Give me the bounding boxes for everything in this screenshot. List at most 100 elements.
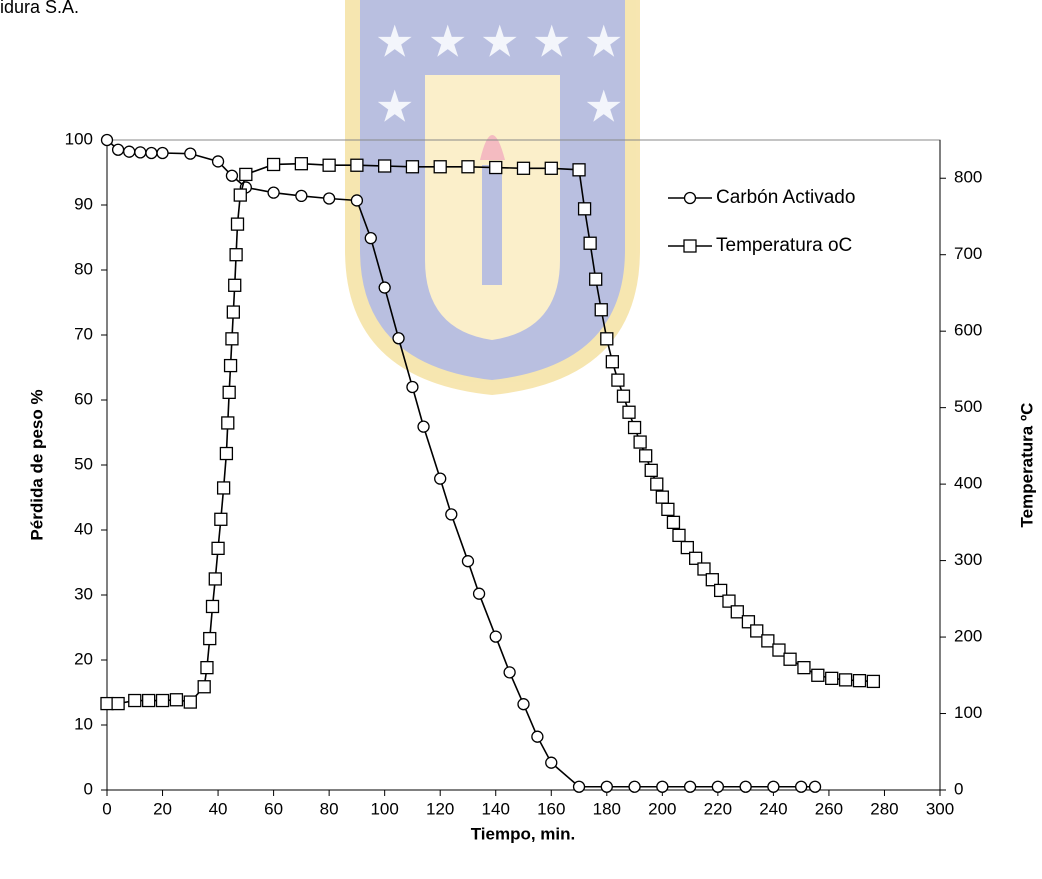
data-point bbox=[808, 780, 822, 793]
data-point bbox=[544, 161, 558, 175]
x-tick-label: 260 bbox=[815, 799, 843, 818]
data-point bbox=[433, 160, 447, 174]
data-point bbox=[406, 380, 419, 394]
data-point bbox=[666, 515, 681, 530]
x-tick-label: 0 bbox=[102, 799, 111, 818]
data-point bbox=[489, 160, 503, 175]
data-point bbox=[156, 146, 169, 160]
data-point bbox=[739, 780, 752, 793]
data-point bbox=[628, 780, 641, 793]
data-point bbox=[100, 133, 114, 147]
x-tick-label: 100 bbox=[370, 799, 398, 818]
data-point bbox=[434, 472, 447, 485]
x-tick-label: 280 bbox=[870, 799, 898, 818]
data-point bbox=[200, 660, 214, 675]
y-tick-label: 100 bbox=[65, 129, 93, 148]
x-tick-label: 20 bbox=[153, 799, 172, 818]
data-point bbox=[516, 161, 531, 175]
data-point bbox=[205, 599, 220, 614]
legend-label: Carbón Activado bbox=[716, 187, 855, 208]
data-point bbox=[605, 355, 620, 369]
x-tick-label: 60 bbox=[264, 799, 283, 818]
data-point bbox=[221, 416, 235, 430]
data-point bbox=[697, 562, 711, 576]
data-point bbox=[661, 502, 675, 517]
data-point bbox=[639, 449, 653, 463]
data-point bbox=[594, 303, 608, 317]
data-point bbox=[405, 160, 420, 174]
y2-tick-label: 0 bbox=[954, 779, 963, 798]
data-point bbox=[797, 660, 811, 675]
data-point bbox=[461, 160, 475, 174]
x-tick-label: 40 bbox=[209, 799, 228, 818]
legend-label: Temperatura oC bbox=[716, 235, 852, 256]
y-tick-label: 40 bbox=[74, 519, 93, 538]
y2-axis-label: Temperatura ºC bbox=[1017, 403, 1036, 528]
data-point bbox=[322, 158, 336, 172]
data-point bbox=[600, 780, 613, 793]
x-tick-label: 140 bbox=[482, 799, 510, 818]
data-point bbox=[228, 278, 242, 292]
y2-tick-label: 500 bbox=[954, 397, 982, 416]
data-point bbox=[622, 405, 636, 419]
data-point bbox=[627, 420, 642, 435]
data-point bbox=[680, 540, 694, 555]
data-point bbox=[589, 272, 603, 286]
y-tick-label: 0 bbox=[84, 779, 93, 798]
data-point bbox=[294, 157, 309, 171]
data-point bbox=[838, 673, 853, 687]
data-point bbox=[531, 730, 544, 743]
x-tick-label: 220 bbox=[704, 799, 732, 818]
y2-tick-label: 600 bbox=[954, 321, 982, 340]
x-tick-label: 120 bbox=[426, 799, 454, 818]
data-point bbox=[219, 446, 234, 461]
data-point bbox=[364, 231, 377, 245]
data-point bbox=[713, 583, 728, 598]
data-point bbox=[184, 147, 197, 160]
data-point bbox=[722, 594, 736, 608]
svg-text:★: ★ bbox=[480, 18, 519, 67]
data-point bbox=[123, 145, 136, 158]
svg-text:★: ★ bbox=[428, 18, 467, 67]
data-point bbox=[583, 236, 597, 250]
svg-text:★: ★ bbox=[532, 18, 571, 67]
data-point bbox=[852, 673, 867, 688]
data-point bbox=[866, 674, 881, 689]
y2-tick-label: 200 bbox=[954, 627, 982, 646]
data-point bbox=[472, 587, 486, 600]
x-tick-label: 240 bbox=[759, 799, 787, 818]
y-tick-label: 50 bbox=[74, 454, 93, 473]
data-point bbox=[100, 696, 114, 711]
data-point bbox=[203, 631, 217, 646]
x-tick-label: 160 bbox=[537, 799, 565, 818]
data-point bbox=[350, 194, 364, 207]
data-point bbox=[183, 695, 197, 709]
y-tick-label: 70 bbox=[74, 324, 93, 343]
data-point bbox=[378, 281, 391, 294]
data-point bbox=[229, 248, 243, 262]
data-point bbox=[295, 189, 308, 203]
svg-text:★: ★ bbox=[375, 18, 414, 67]
data-point bbox=[111, 143, 125, 156]
data-point bbox=[214, 512, 228, 526]
data-point bbox=[155, 693, 170, 708]
data-point bbox=[611, 373, 625, 387]
data-point bbox=[322, 192, 336, 205]
svg-text:★: ★ bbox=[375, 83, 414, 132]
data-point bbox=[211, 541, 225, 556]
y2-tick-label: 300 bbox=[954, 550, 982, 569]
data-point bbox=[145, 146, 158, 160]
data-point bbox=[730, 605, 744, 619]
watermark-logo: ★ ★ ★ ★ ★ ★ ★ bbox=[345, 0, 640, 395]
svg-text:★: ★ bbox=[584, 83, 623, 132]
data-point bbox=[600, 332, 614, 346]
data-point bbox=[655, 490, 669, 504]
y-axis-label: Pérdida de peso % bbox=[27, 389, 46, 540]
data-point bbox=[711, 780, 725, 793]
data-point bbox=[577, 202, 592, 216]
data-point bbox=[795, 780, 808, 793]
data-point bbox=[216, 481, 231, 495]
data-point bbox=[266, 157, 281, 172]
data-point bbox=[767, 780, 780, 793]
